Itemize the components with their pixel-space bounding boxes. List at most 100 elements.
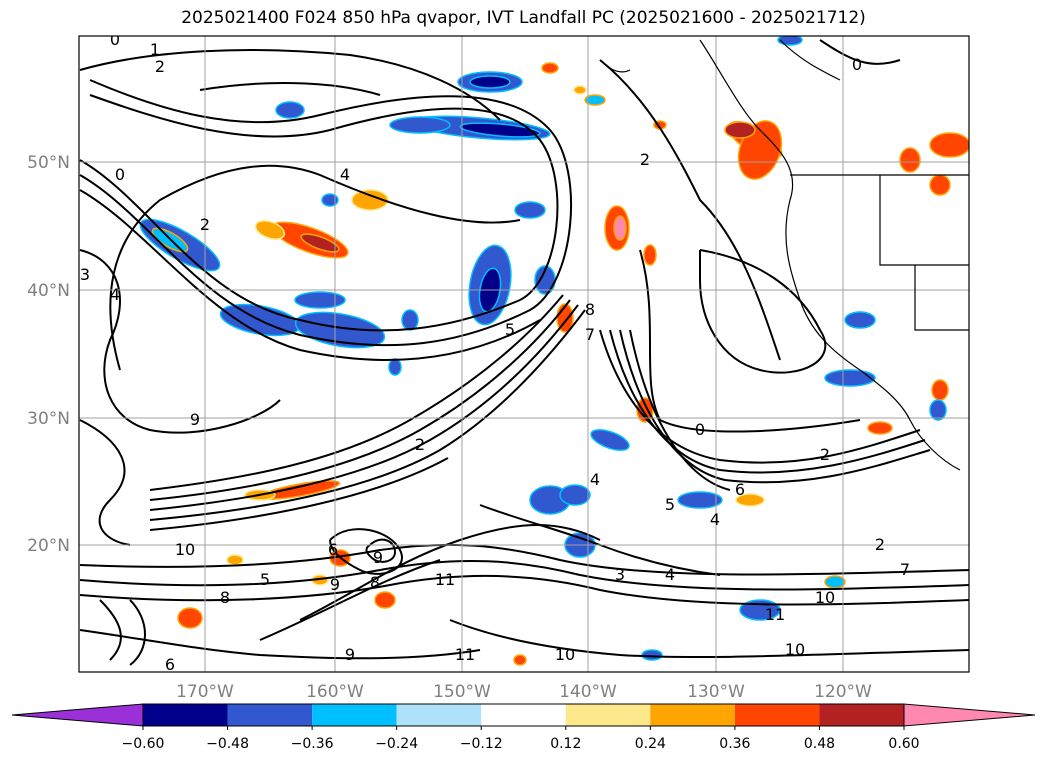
longitude-labels: 170°W 160°W 150°W 140°W 130°W 120°W: [176, 682, 872, 702]
anomaly-patch: [374, 591, 396, 609]
colorbar-swatch: [734, 704, 820, 726]
contour-label: 6: [165, 655, 175, 674]
contour-label: 9: [330, 575, 340, 594]
colorbar-tick-label: −0.60: [122, 736, 165, 752]
contour-label: 2: [200, 215, 210, 234]
lon-tick-label: 130°W: [687, 682, 745, 702]
contour-label: 5: [260, 570, 270, 589]
contour-line: [259, 559, 441, 641]
shaded-anomalies: [139, 36, 969, 666]
ivt-contours: [79, 39, 969, 666]
contour-line: [99, 599, 122, 661]
contour-line: [199, 82, 381, 96]
colorbar: −0.60 −0.48 −0.36 −0.24 −0.12 0.12 0.24 0.36 0.4…: [11, 703, 1036, 752]
contour-label: 2: [820, 445, 830, 464]
contour-label: 2: [415, 435, 425, 454]
contour-line: [599, 59, 781, 361]
contour-line: [79, 629, 481, 660]
colorbar-tick-label: 0.48: [804, 736, 835, 752]
anomaly-patch: [867, 421, 893, 435]
colorbar-swatch: [481, 704, 566, 726]
contour-line: [699, 249, 827, 374]
contour-label: 6: [735, 480, 745, 499]
contour-line: [79, 249, 281, 434]
anomaly-patch: [929, 174, 951, 196]
colorbar-swatch: [143, 704, 228, 726]
contour-label: 5: [505, 320, 515, 339]
contour-label: 3: [80, 265, 90, 284]
contour-label: 4: [110, 285, 120, 304]
contour-label: 7: [900, 560, 910, 579]
plot-frame: [78, 35, 970, 673]
anomaly-patch: [824, 575, 846, 589]
anomaly-patch: [294, 291, 346, 309]
contour-line: [629, 329, 731, 491]
colorbar-tick-label: 0.36: [719, 736, 750, 752]
contour-label: 11: [455, 645, 475, 664]
colorbar-tick-label: −0.48: [206, 736, 249, 752]
contour-label: 2: [640, 150, 650, 169]
anomaly-patch: [321, 193, 339, 207]
contour-line: [619, 329, 931, 484]
gridlines: [79, 36, 969, 672]
contour-label: 6: [328, 540, 338, 559]
colorbar-frame: [142, 703, 905, 727]
contour-label: 4: [665, 565, 675, 584]
contour-label: 10: [815, 588, 835, 607]
lat-tick-label: 50°N: [27, 153, 70, 173]
anomaly-patch: [641, 649, 663, 661]
contour-line: [79, 189, 541, 361]
colorbar-tick-label: −0.24: [375, 736, 418, 752]
contour-line: [609, 329, 926, 474]
lon-tick-label: 170°W: [176, 682, 234, 702]
contour-label: 4: [590, 470, 600, 489]
anomaly-patch: [514, 201, 546, 219]
contour-line: [79, 419, 131, 546]
colorbar-swatch: [565, 704, 651, 726]
contour-line: [149, 294, 564, 491]
colorbar-extend-high: [903, 703, 1036, 727]
colorbar-tick-label: 0.60: [888, 736, 919, 752]
contour-line: [449, 619, 969, 659]
anomaly-patch: [584, 94, 606, 106]
contour-line: [129, 599, 146, 666]
lon-tick-label: 120°W: [814, 682, 872, 702]
colorbar-swatch: [396, 704, 482, 726]
anomaly-patch: [590, 429, 630, 451]
contour-label: 8: [585, 300, 595, 319]
contour-line: [79, 79, 573, 347]
contour-line: [149, 309, 586, 521]
contour-line: [79, 559, 969, 591]
colorbar-tick-label: −0.12: [460, 736, 503, 752]
colorbar-swatch: [227, 704, 313, 726]
anomaly-patch: [929, 399, 947, 421]
contour-label: 10: [555, 645, 575, 664]
contour-label: 2: [875, 535, 885, 554]
contour-label: 11: [765, 605, 785, 624]
contour-line: [599, 329, 921, 464]
anomaly-patch: [254, 220, 286, 240]
anomaly-patch: [929, 132, 969, 158]
anomaly-patch: [388, 358, 402, 376]
colorbar-swatch: [312, 704, 397, 726]
contour-label: 9: [345, 645, 355, 664]
anomaly-patch: [401, 309, 419, 331]
anomaly-patch: [735, 493, 765, 507]
anomaly-patch: [513, 654, 527, 666]
anomaly-patch: [459, 122, 541, 138]
coastline-segment: [879, 175, 969, 266]
anomaly-patch: [389, 116, 451, 134]
contour-label: 2: [155, 57, 165, 76]
colorbar-extend-low: [11, 703, 144, 727]
contour-label: 5: [665, 495, 675, 514]
contour-line: [639, 249, 861, 433]
colorbar-tick-label: 0.24: [635, 736, 666, 752]
anomaly-patch: [177, 607, 203, 629]
lon-tick-label: 140°W: [559, 682, 617, 702]
anomaly-patch: [573, 85, 587, 95]
contour-label: 10: [785, 640, 805, 659]
anomaly-patch: [559, 484, 591, 506]
contour-line: [819, 39, 901, 65]
